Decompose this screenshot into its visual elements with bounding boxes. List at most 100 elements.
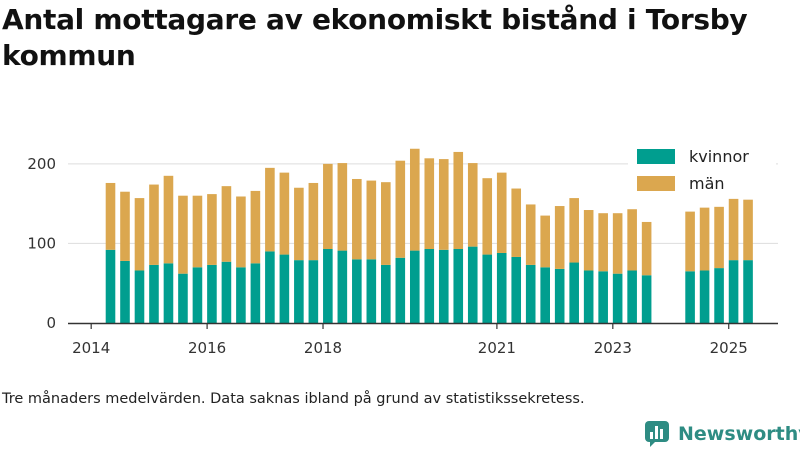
bar-man	[381, 182, 391, 265]
bar-kvinnor	[569, 262, 579, 323]
bar-man	[323, 163, 333, 250]
bar-man	[265, 167, 275, 252]
legend-label: män	[689, 174, 725, 193]
bar-man	[540, 215, 550, 268]
bar-man	[279, 172, 290, 255]
newsworthy-logo-icon	[645, 421, 669, 447]
legend-label: kvinnor	[689, 147, 749, 166]
y-tick-label: 100	[27, 234, 56, 252]
bar-man	[207, 194, 217, 265]
bar-kvinnor	[714, 268, 724, 323]
bar-kvinnor	[496, 252, 507, 323]
bar-man	[612, 213, 623, 274]
bar-man	[149, 184, 159, 265]
bar-man	[641, 221, 652, 276]
bar-kvinnor	[265, 251, 275, 323]
bar-man	[236, 196, 246, 268]
bar-kvinnor	[743, 260, 753, 323]
bar-man	[714, 206, 724, 269]
bar-man	[699, 207, 710, 271]
bar-man	[409, 148, 420, 251]
bar-man	[525, 204, 536, 265]
x-tick-label: 2014	[72, 339, 110, 357]
legend-swatch	[637, 149, 675, 164]
bar-man	[583, 210, 594, 271]
bar-kvinnor	[583, 270, 594, 323]
bar-man	[221, 186, 232, 262]
footnote: Tre månaders medelvärden. Data saknas ib…	[2, 391, 585, 407]
bar-man	[250, 190, 261, 264]
legend-swatch	[637, 176, 675, 191]
bar-kvinnor	[438, 249, 449, 323]
bar-kvinnor	[192, 267, 203, 323]
bar-kvinnor	[699, 270, 710, 323]
bar-kvinnor	[323, 249, 333, 323]
bar-kvinnor	[612, 273, 623, 323]
bar-kvinnor	[685, 271, 695, 323]
bar-man	[163, 175, 174, 264]
x-tick-label: 2025	[710, 339, 748, 357]
bar-man	[120, 191, 130, 261]
bar-kvinnor	[120, 260, 130, 323]
bar-man	[467, 163, 478, 247]
bar-man	[627, 209, 637, 271]
x-tick-label: 2016	[188, 339, 226, 357]
bar-kvinnor	[627, 270, 637, 323]
bar-kvinnor	[482, 254, 493, 323]
bar-man	[598, 213, 608, 272]
x-tick-label: 2021	[478, 339, 516, 357]
bar-man	[685, 211, 695, 272]
bar-man	[728, 198, 739, 261]
bar-kvinnor	[221, 261, 232, 323]
bar-man	[482, 178, 493, 255]
x-tick-label: 2018	[304, 339, 342, 357]
bar-kvinnor	[525, 264, 536, 323]
bar-kvinnor	[641, 275, 652, 323]
bar-kvinnor	[294, 260, 304, 323]
bar-man	[134, 198, 145, 271]
bar-kvinnor	[207, 264, 217, 323]
bar-kvinnor	[337, 250, 348, 323]
bar-kvinnor	[236, 267, 246, 323]
bar-man	[192, 195, 203, 268]
bar-man	[453, 151, 464, 250]
bar-kvinnor	[467, 246, 478, 323]
bar-man	[352, 178, 362, 260]
bar-kvinnor	[134, 270, 145, 323]
bar-kvinnor	[554, 268, 565, 323]
bar-kvinnor	[453, 249, 464, 323]
bar-man	[554, 206, 565, 269]
bar-kvinnor	[381, 264, 391, 323]
bar-kvinnor	[511, 256, 522, 323]
x-tick-label: 2023	[594, 339, 632, 357]
bar-kvinnor	[395, 257, 406, 323]
bar-kvinnor	[149, 264, 159, 323]
stacked-bar-chart: 0 100 200 2014 2016 2018 2021 2023 2025 kvinnor m…	[27, 147, 778, 357]
bar-kvinnor	[308, 260, 319, 323]
brand-label: Newsworthy	[678, 423, 800, 445]
bar-man	[424, 158, 435, 250]
brand-logo: Newsworthy	[644, 420, 800, 448]
bar-kvinnor	[163, 263, 174, 323]
y-tick-label: 200	[27, 155, 56, 173]
bar-kvinnor	[598, 271, 608, 323]
chart-title: Antal mottagare av ekonomiskt bistånd i …	[2, 3, 748, 72]
bar-kvinnor	[366, 259, 377, 323]
bar-kvinnor	[352, 259, 362, 323]
bar-kvinnor	[424, 249, 435, 323]
bar-man	[569, 198, 579, 263]
bar-man	[294, 187, 304, 261]
bar-kvinnor	[540, 267, 550, 323]
y-tick-label: 0	[46, 314, 56, 332]
bar-kvinnor	[178, 273, 188, 323]
bar-man	[511, 188, 522, 257]
bar-man	[178, 195, 188, 274]
bar-man	[366, 180, 377, 260]
bar-man	[337, 163, 348, 251]
bar-man	[395, 160, 406, 258]
bar-man	[743, 199, 753, 261]
bar-kvinnor	[279, 254, 290, 323]
bar-man	[438, 159, 449, 250]
bar-man	[308, 182, 319, 261]
bar-kvinnor	[105, 249, 116, 323]
